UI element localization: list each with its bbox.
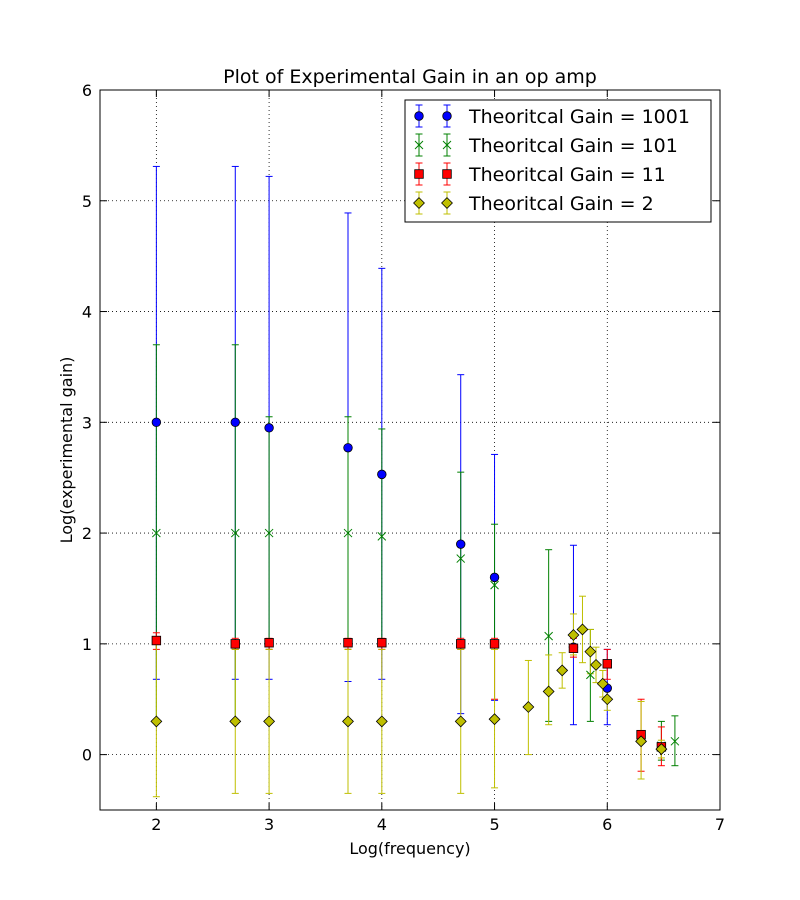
chart-title: Plot of Experimental Gain in an op amp — [223, 66, 597, 88]
legend-frame — [404, 99, 712, 223]
legend-marker — [414, 169, 424, 179]
series-3-point — [655, 743, 668, 756]
series-3-point — [229, 715, 242, 728]
x-axis-label: Log(frequency) — [349, 839, 470, 858]
series-3-point — [601, 693, 614, 706]
series-1-point-stroke — [586, 670, 595, 680]
x-tick-label: 7 — [715, 815, 725, 834]
series-2-point — [151, 635, 162, 646]
series-1-point-stroke — [490, 580, 499, 590]
legend-marker — [442, 140, 452, 150]
series-3-point — [150, 715, 163, 728]
legend-marker — [413, 197, 425, 209]
series-3-point — [635, 735, 648, 748]
legend-item: Theoritcal Gain = 2 — [413, 191, 654, 215]
series-1-point — [377, 532, 387, 541]
series-1-point-stroke — [456, 554, 466, 563]
y-tick-label: 4 — [82, 303, 92, 322]
legend-item: Theoritcal Gain = 101 — [414, 133, 678, 157]
series-2-point — [264, 638, 274, 648]
series-0-point — [489, 572, 500, 583]
series-2-point — [489, 639, 500, 649]
series-1-point — [230, 528, 240, 538]
series-1-point — [264, 528, 274, 538]
series-3-point — [488, 713, 501, 726]
legend-item: Theoritcal Gain = 1001 — [414, 104, 690, 128]
series-1-point-stroke — [264, 528, 274, 538]
legend-marker — [442, 169, 452, 179]
series-2-point — [377, 638, 387, 648]
series-0-point — [456, 539, 466, 549]
series-1-point — [490, 580, 499, 590]
series-2-point — [230, 639, 240, 649]
series-2-point — [568, 643, 579, 653]
y-tick-label: 1 — [82, 635, 92, 654]
series-0-point — [230, 417, 240, 428]
legend-marker — [441, 197, 453, 209]
series-1-point — [152, 528, 161, 538]
legend-marker-stroke — [442, 140, 452, 150]
series-1-point-stroke — [377, 532, 387, 541]
x-tick-label: 6 — [602, 815, 612, 834]
x-tick-label: 2 — [151, 815, 161, 834]
series-2-point — [456, 639, 466, 649]
series-1-point-stroke — [230, 528, 240, 538]
legend-label: Theoritcal Gain = 101 — [468, 135, 678, 157]
plot-frame — [99, 89, 721, 811]
series-1-point — [544, 631, 554, 641]
series-3-point — [342, 715, 354, 728]
series-0-point — [151, 417, 162, 428]
y-axis-label: Log(experimental gain) — [57, 357, 76, 544]
y-tick-label: 6 — [82, 81, 92, 100]
series-1-point-stroke — [343, 528, 353, 538]
series-0-point — [377, 469, 387, 480]
series-1-point — [670, 736, 680, 746]
series-3-point — [576, 623, 589, 636]
y-tick-label: 3 — [82, 413, 92, 432]
x-tick-label: 5 — [489, 815, 499, 834]
legend-marker — [442, 111, 452, 121]
series-1-point-stroke — [152, 528, 161, 538]
legend-label: Theoritcal Gain = 11 — [468, 164, 666, 186]
legend-label: Theoritcal Gain = 2 — [468, 193, 654, 215]
legend-marker — [414, 140, 424, 150]
series-3-point — [375, 715, 388, 728]
series-3-point — [590, 658, 602, 671]
series-3-point — [556, 664, 569, 677]
series-0-point — [343, 443, 353, 453]
legend-label: Theoritcal Gain = 1001 — [468, 106, 690, 128]
marker-layer — [150, 417, 680, 756]
legend-marker-stroke — [414, 140, 424, 150]
series-1-point-stroke — [670, 736, 680, 746]
series-3-point — [584, 645, 597, 658]
y-tick-label: 5 — [82, 192, 92, 211]
series-1-point — [456, 554, 466, 563]
series-3-point — [567, 629, 580, 641]
x-tick-label: 4 — [377, 815, 387, 834]
series-3-point — [454, 715, 467, 728]
series-2-point — [602, 659, 612, 669]
series-1-point — [586, 670, 595, 680]
legend-item: Theoritcal Gain = 11 — [414, 162, 666, 186]
series-1-point-stroke — [544, 631, 554, 641]
series-3-point — [263, 715, 276, 728]
series-2-point — [343, 638, 353, 648]
series-3-point — [522, 701, 535, 713]
x-tick-label: 3 — [264, 815, 274, 834]
legend-marker — [414, 111, 424, 121]
series-3-point — [542, 685, 555, 698]
y-tick-label: 2 — [82, 524, 92, 543]
y-tick-label: 0 — [82, 746, 92, 765]
series-1-point — [343, 528, 353, 538]
legend: Theoritcal Gain = 1001 Theoritcal Gain = … — [404, 99, 712, 223]
series-0-point — [264, 423, 274, 433]
series-3-point — [596, 677, 609, 690]
